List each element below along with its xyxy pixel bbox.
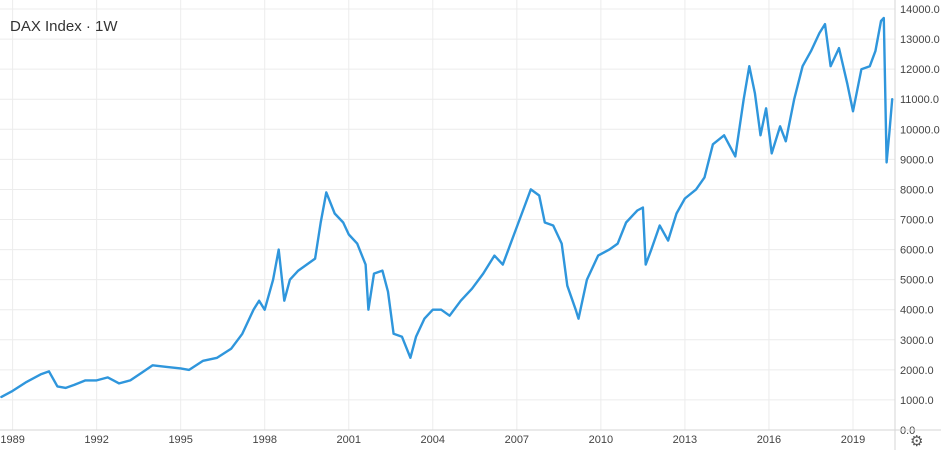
- y-tick-label: 4000.0: [900, 305, 934, 317]
- x-tick-label: 2019: [841, 434, 865, 446]
- x-tick-label: 2007: [505, 434, 529, 446]
- x-tick-label: 2016: [757, 434, 781, 446]
- chart-title: DAX Index · 1W: [10, 18, 118, 35]
- y-tick-label: 14000.0: [900, 4, 940, 16]
- x-tick-label: 1998: [252, 434, 276, 446]
- x-tick-label: 1989: [0, 434, 24, 446]
- y-tick-label: 3000.0: [900, 335, 934, 347]
- y-tick-label: 12000.0: [900, 64, 940, 76]
- y-tick-label: 8000.0: [900, 184, 934, 196]
- y-tick-label: 6000.0: [900, 245, 934, 257]
- series-line: [0, 16, 894, 399]
- y-tick-label: 13000.0: [900, 34, 940, 46]
- x-tick-label: 2004: [421, 434, 445, 446]
- y-tick-label: 7000.0: [900, 215, 934, 227]
- y-tick-label: 10000.0: [900, 124, 940, 136]
- y-tick-label: 0.0: [900, 425, 915, 437]
- y-tick-label: 2000.0: [900, 365, 934, 377]
- y-tick-label: 1000.0: [900, 395, 934, 407]
- x-tick-label: 2013: [673, 434, 697, 446]
- x-tick-label: 1992: [84, 434, 108, 446]
- y-tick-label: 5000.0: [900, 275, 934, 287]
- y-tick-label: 11000.0: [900, 94, 939, 106]
- x-tick-label: 2010: [589, 434, 613, 446]
- x-tick-label: 1995: [168, 434, 192, 446]
- x-tick-label: 2001: [337, 434, 361, 446]
- y-tick-label: 9000.0: [900, 154, 934, 166]
- settings-gear-icon[interactable]: ⚙: [910, 433, 924, 450]
